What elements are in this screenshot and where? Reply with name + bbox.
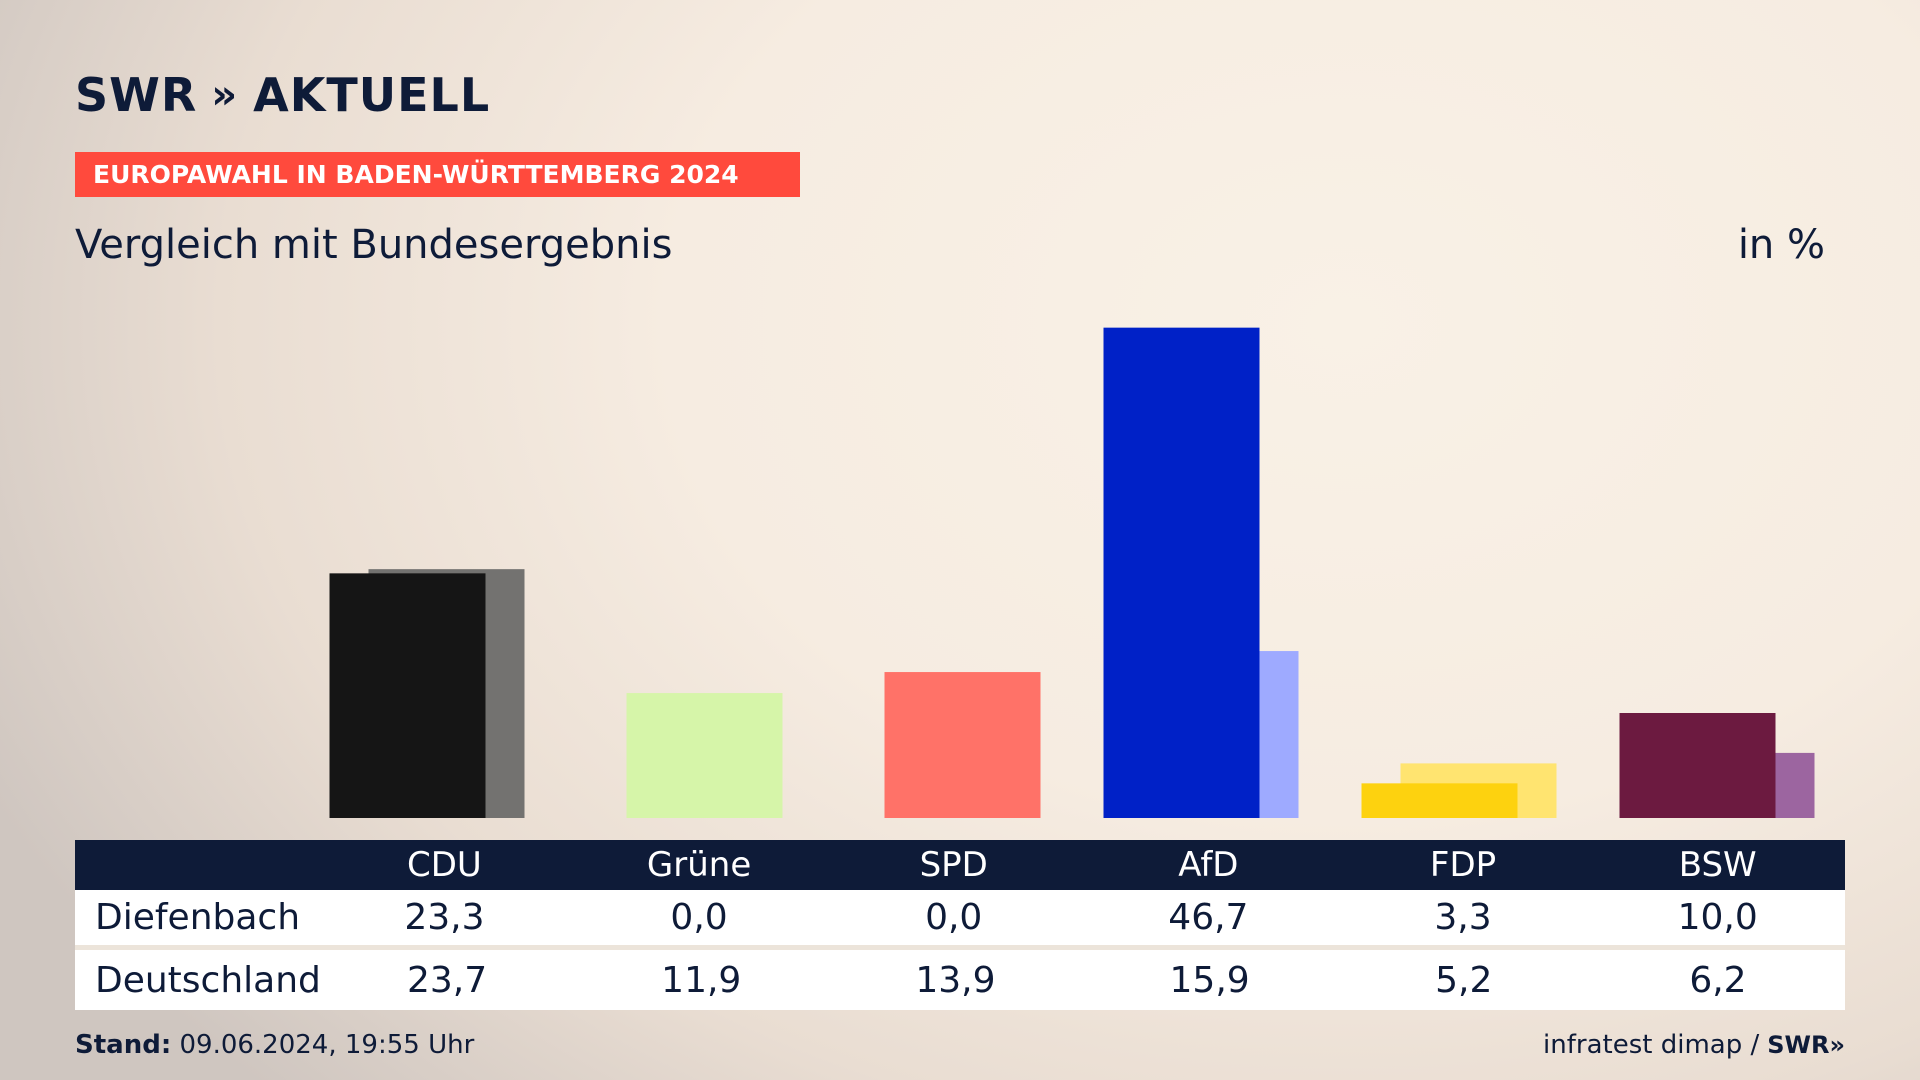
table-row: Diefenbach 23,3 0,0 0,0 46,7 3,3 10,0 xyxy=(75,890,1845,950)
table-header-afd: AfD xyxy=(1178,845,1239,885)
table-header-cdu: CDU xyxy=(407,845,482,885)
table-header-bsw: BSW xyxy=(1678,845,1757,885)
timestamp: Stand: 09.06.2024, 19:55 Uhr xyxy=(75,1030,474,1060)
source-text: infratest dimap / xyxy=(1543,1030,1760,1060)
table-cell: 23,3 xyxy=(404,897,485,938)
table-cell: 10,0 xyxy=(1677,897,1758,938)
table-header-spd: SPD xyxy=(919,845,988,885)
logo-swr: SWR xyxy=(75,68,198,122)
swr-small-logo: SWR» xyxy=(1767,1031,1845,1059)
chart-unit: in % xyxy=(1737,222,1825,268)
bar-deutschland-spd xyxy=(884,672,1041,818)
table-row: Deutschland 23,7 11,9 13,9 15,9 5,2 6,2 xyxy=(75,950,1845,1010)
bar-diefenbach-bsw xyxy=(1619,713,1776,818)
table-cell: 13,9 xyxy=(915,959,996,1001)
stand-label: Stand: xyxy=(75,1030,172,1060)
table-cell: 5,2 xyxy=(1435,959,1493,1001)
table-cell: 6,2 xyxy=(1689,959,1747,1001)
logo-aktuell: AKTUELL xyxy=(253,68,491,122)
bar-diefenbach-fdp xyxy=(1361,783,1518,818)
results-table: CDU Grüne SPD AfD FDP BSW Diefenbach 23,… xyxy=(75,840,1845,1010)
election-banner: EUROPAWAHL IN BADEN-WÜRTTEMBERG 2024 xyxy=(75,152,800,197)
stand-value: 09.06.2024, 19:55 Uhr xyxy=(179,1030,475,1060)
table-cell: 23,7 xyxy=(407,959,488,1001)
chart-subtitle: Vergleich mit Bundesergebnis xyxy=(75,222,673,268)
table-cell: 11,9 xyxy=(661,959,742,1001)
bar-diefenbach-afd xyxy=(1103,327,1260,818)
table-cell: 0,0 xyxy=(670,897,728,938)
source-credit: infratest dimap / SWR» xyxy=(1543,1030,1845,1060)
row-label-diefenbach: Diefenbach xyxy=(95,897,301,938)
table-header-row: CDU Grüne SPD AfD FDP BSW xyxy=(75,840,1845,890)
table-header-fdp: FDP xyxy=(1429,845,1497,885)
table-header-gruene: Grüne xyxy=(646,845,752,885)
table-cell: 0,0 xyxy=(925,897,983,938)
bar-chart xyxy=(329,327,1815,818)
bar-deutschland-grüne xyxy=(626,693,783,818)
swr-aktuell-logo: SWR » AKTUELL xyxy=(75,68,490,122)
table-cell: 3,3 xyxy=(1434,897,1492,938)
row-label-deutschland: Deutschland xyxy=(95,959,321,1001)
bar-diefenbach-cdu xyxy=(329,573,486,818)
table-cell: 15,9 xyxy=(1169,959,1250,1001)
table-cell: 46,7 xyxy=(1168,897,1249,938)
